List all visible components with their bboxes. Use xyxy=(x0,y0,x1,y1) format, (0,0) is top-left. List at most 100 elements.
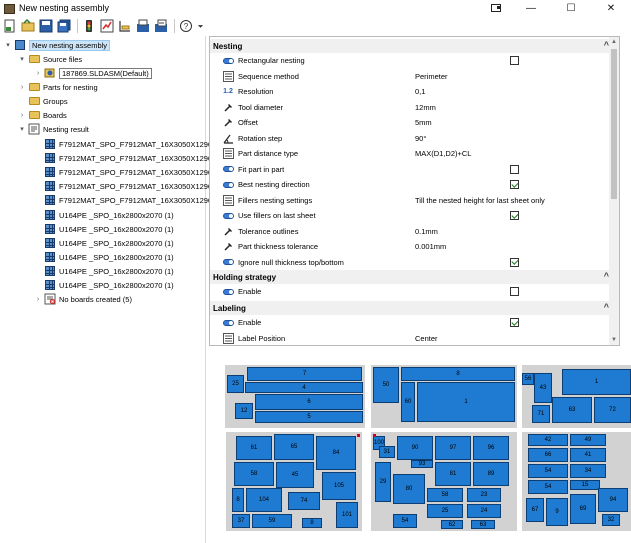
nested-part: 56 xyxy=(522,373,534,385)
tree-item-boards[interactable]: › Boards xyxy=(18,108,67,122)
collapse-section-icon[interactable]: ^ xyxy=(603,40,609,50)
preview-sheet[interactable]: 100 31 90 97 96 93 81 89 29 80 58 23 25 … xyxy=(371,432,517,531)
toggle-icon xyxy=(222,317,234,329)
expand-icon[interactable]: › xyxy=(36,69,40,77)
property-checkbox[interactable] xyxy=(510,318,519,328)
close-button[interactable]: ✕ xyxy=(606,2,616,14)
preview-sheet[interactable]: 61 65 84 58 45 8 104 74 105 37 59 8 101 xyxy=(226,432,362,531)
property-row-label-position[interactable]: Label Position Center xyxy=(210,331,619,346)
expand-icon[interactable]: › xyxy=(20,83,24,91)
minimize-button[interactable]: — xyxy=(526,2,536,14)
result-item[interactable]: F7912MAT_SPO_F7912MAT_16X3050X1290 xyxy=(44,165,212,179)
new-doc-icon[interactable] xyxy=(2,18,18,34)
expand-icon[interactable]: › xyxy=(36,295,40,303)
collapse-icon[interactable]: ▾ xyxy=(20,56,24,63)
restore-layout-icon[interactable] xyxy=(481,0,511,16)
property-row-part-thickness-tolerance[interactable]: Part thickness tolerance 0.001mm xyxy=(210,239,619,255)
toggle-icon xyxy=(222,55,234,67)
property-value[interactable]: 5mm xyxy=(415,118,432,128)
property-checkbox[interactable] xyxy=(510,56,519,66)
import-icon[interactable] xyxy=(135,18,151,34)
property-row-ignore-null-thickness-top-bottom[interactable]: Ignore null thickness top/bottom xyxy=(210,255,619,271)
property-row-best-nesting-direction[interactable]: Best nesting direction xyxy=(210,177,619,193)
help-icon[interactable]: ? xyxy=(178,18,194,34)
result-item[interactable]: F7912MAT_SPO_F7912MAT_16X3050X1290 xyxy=(44,137,212,151)
property-row-use-fillers-on-last-sheet[interactable]: Use fillers on last sheet xyxy=(210,208,619,224)
property-row-rotation-step[interactable]: Rotation step 90° xyxy=(210,131,619,147)
tree-root-item[interactable]: ▾ New nesting assembly xyxy=(4,38,111,52)
property-row-resolution[interactable]: 1.2 Resolution 0,1 xyxy=(210,84,619,100)
property-value[interactable]: Till the nested height for last sheet on… xyxy=(415,195,545,205)
preview-sheet[interactable]: 42 49 66 41 54 34 54 15 94 67 9 69 32 xyxy=(522,432,631,531)
nested-part: 29 xyxy=(375,462,391,502)
sheet-icon[interactable] xyxy=(117,18,133,34)
property-row-enable[interactable]: Enable xyxy=(210,284,619,300)
section-nesting[interactable]: Nesting ^ xyxy=(210,39,619,53)
property-checkbox[interactable] xyxy=(510,180,519,190)
tree-item-source-files[interactable]: ▾ Source files xyxy=(18,52,82,66)
tree-item-nesting-result[interactable]: ▾ Nesting result xyxy=(18,122,89,136)
collapse-section-icon[interactable]: ^ xyxy=(603,271,609,281)
result-item[interactable]: U164PE _SPO_16x2800x2070 (1) xyxy=(44,222,174,236)
tree-item-groups[interactable]: Groups xyxy=(18,94,68,108)
property-row-sequence-method[interactable]: Sequence method Perimeter xyxy=(210,69,619,85)
result-item[interactable]: F7912MAT_SPO_F7912MAT_16X3050X1290 xyxy=(44,179,212,193)
collapse-icon[interactable]: ▾ xyxy=(20,126,24,133)
property-checkbox[interactable] xyxy=(510,211,519,221)
tree-item-no-boards[interactable]: › No boards created (5) xyxy=(34,292,132,306)
property-row-fit-part-in-part[interactable]: Fit part in part xyxy=(210,162,619,178)
collapse-icon[interactable]: ▾ xyxy=(6,42,10,49)
preview-sheet[interactable]: 7 4 6 5 25 12 xyxy=(225,365,365,428)
scroll-up-icon[interactable]: ▲ xyxy=(611,39,617,45)
tree-item-parts-for-nesting[interactable]: › Parts for nesting xyxy=(18,80,98,94)
section-labeling[interactable]: Labeling ^ xyxy=(210,301,619,315)
property-checkbox[interactable] xyxy=(510,287,519,297)
open-icon[interactable] xyxy=(20,18,36,34)
preview-sheet[interactable]: 8 50 60 1 xyxy=(371,365,517,428)
section-holding-strategy[interactable]: Holding strategy ^ xyxy=(210,270,619,284)
result-item[interactable]: U164PE _SPO_16x2800x2070 (1) xyxy=(44,278,174,292)
properties-scrollbar[interactable]: ▲ ▼ xyxy=(609,37,619,345)
property-name: Ignore null thickness top/bottom xyxy=(238,257,344,267)
run-icon[interactable] xyxy=(99,18,115,34)
property-row-offset[interactable]: Offset 5mm xyxy=(210,115,619,131)
property-value[interactable]: Perimeter xyxy=(415,71,448,81)
property-value[interactable]: 90° xyxy=(415,133,427,143)
result-item[interactable]: U164PE _SPO_16x2800x2070 (1) xyxy=(44,236,174,250)
nested-part: 43 xyxy=(534,373,552,403)
tool-icon xyxy=(222,241,234,253)
save-icon[interactable] xyxy=(38,18,54,34)
preview-sheet[interactable]: 56 43 1 71 63 72 xyxy=(522,365,631,428)
result-item[interactable]: F7912MAT_SPO_F7912MAT_16X3050X1290 xyxy=(44,151,212,165)
property-value[interactable]: 12mm xyxy=(415,102,436,112)
traffic-light-icon[interactable] xyxy=(81,18,97,34)
property-row-tool-diameter[interactable]: Tool diameter 12mm xyxy=(210,100,619,116)
dropdown-icon[interactable] xyxy=(196,18,204,34)
property-checkbox[interactable] xyxy=(510,164,519,174)
result-item[interactable]: U164PE _SPO_16x2800x2070 (1) xyxy=(44,208,174,222)
scroll-down-icon[interactable]: ▼ xyxy=(611,337,617,343)
property-row-enable[interactable]: Enable xyxy=(210,315,619,331)
property-row-part-distance-type[interactable]: Part distance type MAX(D1,D2)+CL xyxy=(210,146,619,162)
property-row-tolerance-outlines[interactable]: Tolerance outlines 0.1mm xyxy=(210,224,619,240)
property-value[interactable]: 0,1 xyxy=(415,87,426,97)
expand-icon[interactable]: › xyxy=(20,111,24,119)
tree-item-source-part[interactable]: › 187869.SLDASM(Default) xyxy=(34,66,152,80)
property-value[interactable]: 0.001mm xyxy=(415,242,447,252)
property-value[interactable]: 0.1mm xyxy=(415,226,438,236)
save-all-icon[interactable] xyxy=(56,18,72,34)
collapse-section-icon[interactable]: ^ xyxy=(603,302,609,312)
sheet-corner-marker xyxy=(357,434,360,437)
property-row-fillers-nesting-settings[interactable]: Fillers nesting settings Till the nested … xyxy=(210,193,619,209)
nested-part: 93 xyxy=(411,460,433,468)
scroll-thumb[interactable] xyxy=(611,49,617,199)
property-row-rectangular-nesting[interactable]: Rectangular nesting xyxy=(210,53,619,69)
property-checkbox[interactable] xyxy=(510,257,519,267)
property-value[interactable]: MAX(D1,D2)+CL xyxy=(415,149,472,159)
result-item[interactable]: F7912MAT_SPO_F7912MAT_16X3050X1290 xyxy=(44,193,212,207)
property-value[interactable]: Center xyxy=(415,333,438,343)
result-item[interactable]: U164PE _SPO_16x2800x2070 (1) xyxy=(44,264,174,278)
maximize-button[interactable]: ☐ xyxy=(566,2,576,14)
result-item[interactable]: U164PE _SPO_16x2800x2070 (1) xyxy=(44,250,174,264)
export-icon[interactable] xyxy=(153,18,169,34)
